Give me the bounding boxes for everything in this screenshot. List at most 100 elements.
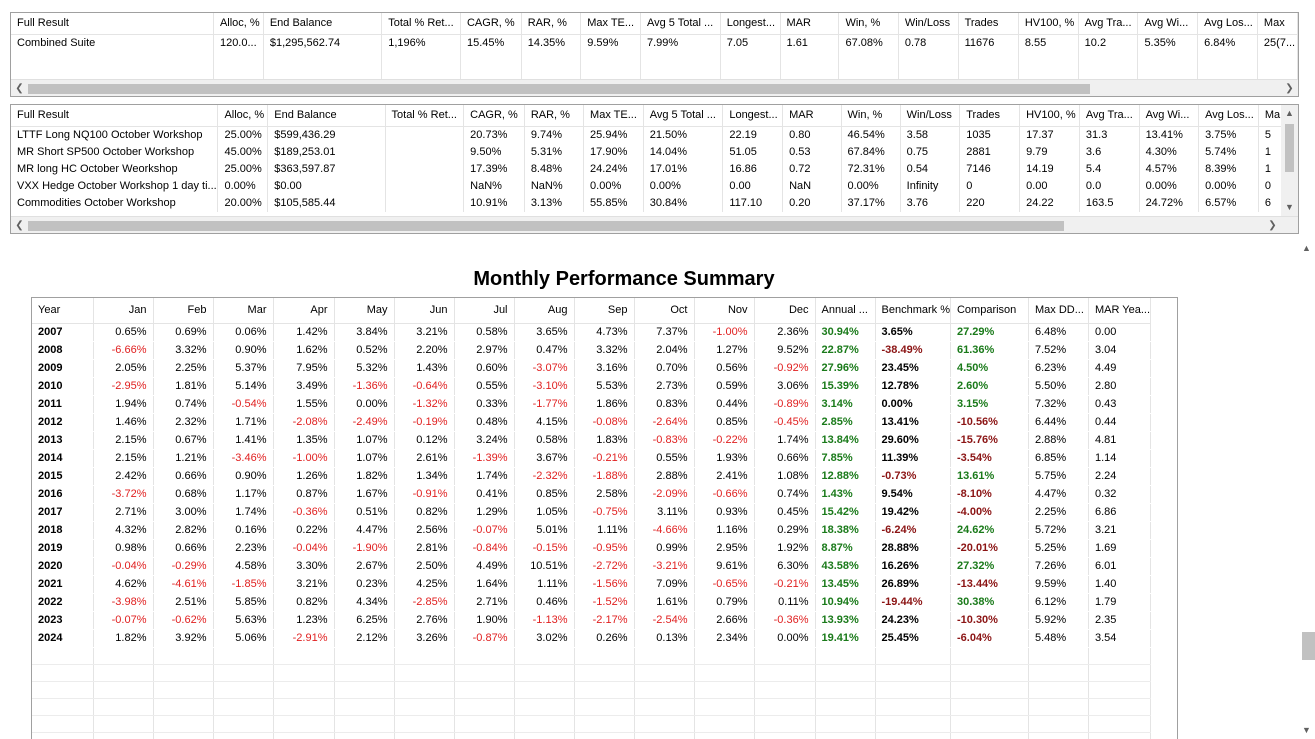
column-header[interactable]: Mar — [213, 298, 274, 324]
column-header[interactable]: Max TE... — [580, 13, 641, 35]
column-header[interactable]: RAR, % — [524, 105, 585, 127]
combined-horizontal-scrollbar[interactable]: ❮ ❯ — [11, 79, 1298, 96]
column-header[interactable]: Total % Ret... — [381, 13, 461, 35]
combined-row[interactable]: Combined Suite 120.0... $1,295,562.74 1,196… — [11, 34, 1298, 52]
column-header[interactable]: Full Result — [11, 13, 214, 35]
system-row[interactable]: LTTF Long NQ100 October Workshop 25.00% $5… — [11, 126, 1298, 144]
year-row[interactable]: 2021 4.62% -4.61% -1.85% 3.21% 0.23% 4.25% 1.64… — [32, 575, 1152, 594]
column-header[interactable]: Year — [32, 298, 94, 324]
column-header[interactable]: Trades — [958, 13, 1019, 35]
column-header[interactable]: Max — [1257, 13, 1298, 35]
column-header[interactable]: Benchmark % — [875, 298, 951, 324]
column-header[interactable]: Avg 5 Total ... — [643, 105, 724, 127]
year-row[interactable]: 2010 -2.95% 1.81% 5.14% 3.49% -1.36% -0.64% 0.5… — [32, 377, 1152, 396]
system-horizontal-scrollbar[interactable]: ❮ ❯ — [11, 216, 1298, 233]
column-header[interactable]: Trades — [959, 105, 1021, 127]
column-header[interactable]: CAGR, % — [463, 105, 525, 127]
system-row[interactable]: Commodities October Workshop 20.00% $105,5… — [11, 195, 1298, 212]
year-row[interactable]: 2008 -6.66% 3.32% 0.90% 1.62% 0.52% 2.20% 2.97%… — [32, 341, 1152, 360]
chevron-up-icon[interactable]: ▲ — [1302, 243, 1311, 253]
column-header[interactable]: Apr — [273, 298, 335, 324]
column-header[interactable]: CAGR, % — [460, 13, 522, 35]
chevron-left-icon[interactable]: ❮ — [15, 220, 24, 231]
year-row[interactable]: 2016 -3.72% 0.68% 1.17% 0.87% 1.67% -0.91% 0.41… — [32, 485, 1152, 504]
column-header[interactable]: End Balance — [267, 105, 386, 127]
column-header[interactable]: Avg Los... — [1198, 105, 1259, 127]
column-header[interactable]: Comparison — [950, 298, 1029, 324]
year-row[interactable]: 2024 1.82% 3.92% 5.06% -2.91% 2.12% 3.26% -0.87… — [32, 629, 1152, 648]
chevron-up-icon[interactable]: ▲ — [1285, 108, 1294, 118]
chevron-down-icon[interactable]: ▼ — [1302, 725, 1311, 735]
column-header[interactable]: HV100, % — [1019, 105, 1080, 127]
year-row[interactable]: 2014 2.15% 1.21% -3.46% -1.00% 1.07% 2.61% -1.3… — [32, 449, 1152, 468]
column-header[interactable]: RAR, % — [521, 13, 582, 35]
column-header[interactable]: Total % Ret... — [385, 105, 465, 127]
column-header[interactable]: Alloc, % — [213, 13, 264, 35]
column-header[interactable]: Longest... — [722, 105, 784, 127]
column-header[interactable]: Alloc, % — [217, 105, 269, 127]
year-row[interactable]: 2011 1.94% 0.74% -0.54% 1.55% 0.00% -1.32% 0.33… — [32, 395, 1152, 414]
chevron-right-icon[interactable]: ❯ — [1285, 83, 1294, 94]
page-vertical-scrollbar[interactable]: ▲ ▼ — [1298, 240, 1315, 739]
year-row[interactable]: 2012 1.46% 2.32% 1.71% -2.08% -2.49% -0.19% 0.4… — [32, 413, 1152, 432]
year-row[interactable]: 2019 0.98% 0.66% 2.23% -0.04% -1.90% 2.81% -0.8… — [32, 539, 1152, 558]
column-header[interactable]: Win, % — [841, 105, 901, 127]
combined-result-grid[interactable]: Full Result Alloc, % End Balance Total % Re… — [10, 12, 1299, 97]
monthly-return-cell: 0.90% — [213, 467, 274, 486]
column-header[interactable]: Oct — [634, 298, 695, 324]
column-header[interactable]: Jul — [454, 298, 515, 324]
column-header[interactable]: May — [334, 298, 395, 324]
column-header[interactable]: Sep — [574, 298, 635, 324]
column-header[interactable]: Jan — [93, 298, 154, 324]
system-row[interactable]: MR Short SP500 October Workshop 45.00% $18… — [11, 144, 1298, 161]
cell-value: 45.00% — [217, 144, 269, 161]
column-header[interactable]: Jun — [394, 298, 455, 324]
column-header[interactable]: End Balance — [263, 13, 383, 35]
year-row[interactable]: 2023 -0.07% -0.62% 5.63% 1.23% 6.25% 2.76% 1.90… — [32, 611, 1152, 630]
chevron-left-icon[interactable]: ❮ — [15, 83, 24, 94]
scroll-thumb[interactable] — [1302, 632, 1315, 660]
column-header[interactable]: Feb — [153, 298, 214, 324]
column-header[interactable]: Annual ... — [815, 298, 876, 324]
year-row[interactable]: 2013 2.15% 0.67% 1.41% 1.35% 1.07% 0.12% 3.24% 0… — [32, 431, 1152, 450]
year-row[interactable]: 2017 2.71% 3.00% 1.74% -0.36% 0.51% 0.82% 1.29%… — [32, 503, 1152, 522]
year-row[interactable]: 2018 4.32% 2.82% 0.16% 0.22% 4.47% 2.56% -0.07%… — [32, 521, 1152, 540]
column-header[interactable]: Longest... — [720, 13, 781, 35]
year-row[interactable]: 2015 2.42% 0.66% 0.90% 1.26% 1.82% 1.34% 1.74% -… — [32, 467, 1152, 486]
scroll-thumb[interactable] — [1285, 124, 1294, 172]
year-row[interactable]: 2022 -3.98% 2.51% 5.85% 0.82% 4.34% -2.85% 2.71… — [32, 593, 1152, 612]
cell-value: 9.79 — [1019, 144, 1080, 161]
monthly-performance-grid[interactable]: Year Jan Feb Mar Apr May Jun Jul Aug Sep Oct Nov Dec… — [31, 297, 1178, 739]
column-header[interactable]: HV100, % — [1018, 13, 1079, 35]
column-header[interactable]: Max TE... — [583, 105, 644, 127]
column-header[interactable]: MAR Yea... — [1088, 298, 1152, 324]
system-row[interactable]: MR long HC October Weorkshop 25.00% $363,5… — [11, 161, 1298, 178]
column-header[interactable]: Avg Wi... — [1137, 13, 1199, 35]
column-header[interactable]: Avg 5 Total ... — [640, 13, 721, 35]
scroll-thumb[interactable] — [28, 221, 1064, 231]
column-header[interactable]: Win/Loss — [900, 105, 961, 127]
column-header[interactable]: Win, % — [838, 13, 899, 35]
system-breakdown-grid[interactable]: Full Result Alloc, % End Balance Total % Re… — [10, 104, 1299, 234]
chevron-right-icon[interactable]: ❯ — [1268, 220, 1277, 231]
column-header[interactable]: MAR — [782, 105, 842, 127]
column-header[interactable]: MAR — [780, 13, 840, 35]
chevron-down-icon[interactable]: ▼ — [1285, 202, 1294, 212]
year-row[interactable]: 2009 2.05% 2.25% 5.37% 7.95% 5.32% 1.43% 0.60% -… — [32, 359, 1152, 378]
column-header[interactable]: Full Result — [11, 105, 219, 127]
column-header[interactable]: Avg Los... — [1197, 13, 1258, 35]
column-header[interactable]: Aug — [514, 298, 575, 324]
column-header[interactable]: Nov — [694, 298, 755, 324]
column-header[interactable]: Win/Loss — [898, 13, 959, 35]
column-header[interactable]: Max DD... — [1028, 298, 1089, 324]
column-header[interactable]: Avg Tra... — [1078, 13, 1139, 35]
column-header[interactable]: Avg Wi... — [1139, 105, 1200, 127]
year-row[interactable]: 2007 0.65% 0.69% 0.06% 1.42% 3.84% 3.21% 0.58% 3… — [32, 323, 1152, 342]
monthly-return-cell: 2.66% — [694, 611, 755, 630]
system-vertical-scrollbar[interactable]: ▲ ▼ — [1281, 105, 1298, 216]
scroll-thumb[interactable] — [28, 84, 1090, 94]
system-row[interactable]: VXX Hedge October Workshop 1 day ti... 0.… — [11, 178, 1298, 195]
column-header[interactable]: Dec — [754, 298, 816, 324]
year-row[interactable]: 2020 -0.04% -0.29% 4.58% 3.30% 2.67% 2.50% 4.49… — [32, 557, 1152, 576]
column-header[interactable]: Avg Tra... — [1079, 105, 1140, 127]
